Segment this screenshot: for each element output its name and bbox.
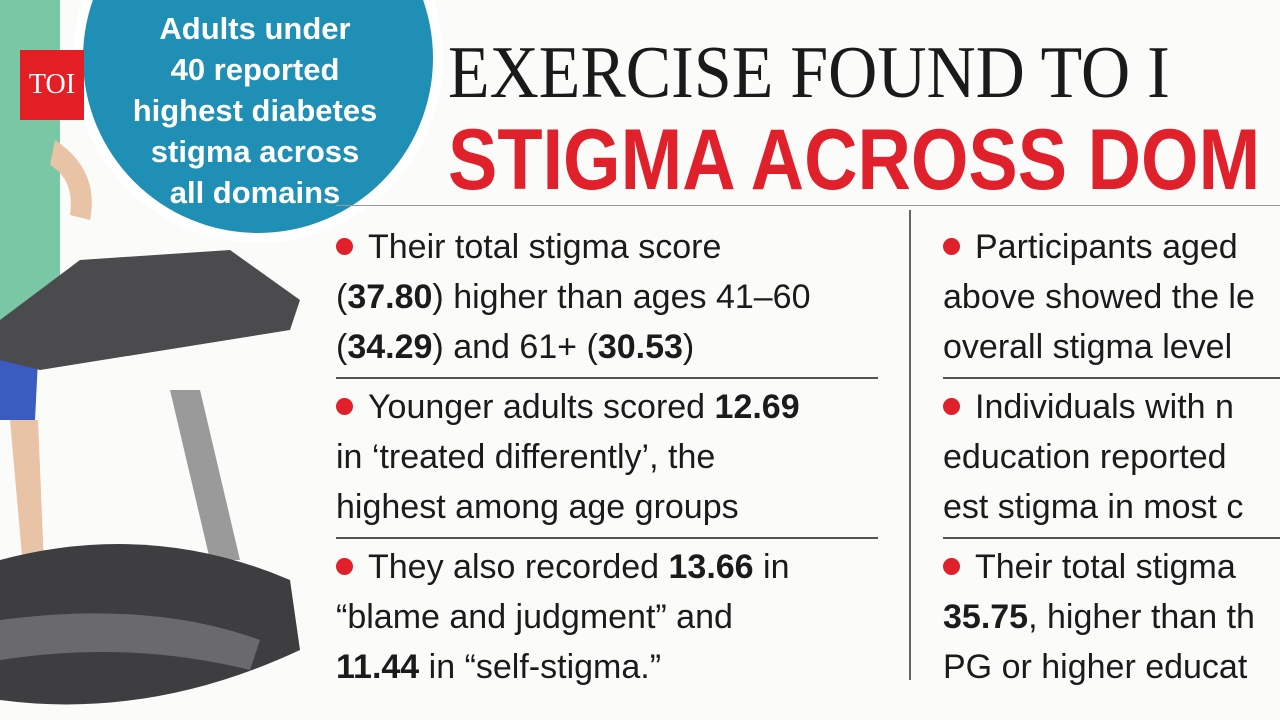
row-rule (943, 537, 1280, 539)
text: ) and 61+ ( (432, 328, 598, 366)
post (170, 390, 240, 560)
figure: 30.53 (597, 328, 683, 366)
illustration (0, 0, 443, 705)
bullet-line: highest among age groups (336, 482, 800, 532)
text: Their total stigma (975, 548, 1236, 586)
text: ) (682, 328, 695, 366)
bullet-line: Their total stigma score (336, 222, 811, 272)
figure: 12.69 (714, 388, 800, 426)
bullet: Participants aged above showed the le over… (943, 222, 1255, 372)
bubble-line: 40 reported (170, 52, 340, 87)
text: in “self-stigma.” (419, 648, 662, 686)
bullet: Younger adults scored 12.69 in ‘treated d… (336, 382, 800, 532)
bullet: Their total stigma 35.75, higher than th P… (943, 542, 1255, 692)
bullet-line: 35.75, higher than th (943, 592, 1255, 642)
bubble (83, 0, 433, 233)
bubble-line: stigma across (150, 134, 360, 169)
row-rule (336, 377, 878, 379)
text: Their total stigma score (368, 228, 722, 266)
text: ) higher than ages 41–60 (432, 278, 811, 316)
title-line-2: STIGMA ACROSS DOM (448, 112, 1261, 208)
figure: 37.80 (347, 278, 433, 316)
text: ( (336, 278, 348, 316)
text: overall stigma level (943, 328, 1233, 366)
bullet-dot (943, 398, 960, 415)
console (0, 250, 300, 370)
bubble-text: Adults under 40 reported highest diabetes s… (110, 8, 400, 213)
bullet-line: (34.29) and 61+ (30.53) (336, 322, 811, 372)
bullet-line: Younger adults scored 12.69 (336, 382, 800, 432)
bullet-line: Their total stigma (943, 542, 1255, 592)
bullet-line: Participants aged (943, 222, 1255, 272)
text: est stigma in most c (943, 488, 1244, 526)
leg (10, 420, 45, 590)
text: ( (336, 328, 348, 366)
arm (50, 140, 92, 220)
text: , higher than th (1028, 598, 1255, 636)
bullet-line: PG or higher educat (943, 642, 1255, 692)
belt (0, 613, 260, 670)
bullet-line: They also recorded 13.66 in (336, 542, 790, 592)
bullet-dot (943, 238, 960, 255)
figure: 35.75 (943, 598, 1029, 636)
title-line-1: EXERCISE FOUND TO I (448, 32, 1170, 114)
figure: 13.66 (668, 548, 754, 586)
title-rule (336, 205, 1280, 206)
row-rule (943, 377, 1280, 379)
bullet: Their total stigma score (37.80) higher t… (336, 222, 811, 372)
bullet-dot (336, 398, 353, 415)
bullet-line: (37.80) higher than ages 41–60 (336, 272, 811, 322)
text: above showed the le (943, 278, 1255, 316)
bullet: Individuals with n education reported est … (943, 382, 1243, 532)
text: They also recorded (368, 548, 669, 586)
bullet-line: Individuals with n (943, 382, 1243, 432)
bullet-dot (943, 558, 960, 575)
bullet-dot (336, 558, 353, 575)
bubble-line: all domains (169, 175, 341, 210)
bubble-line: highest diabetes (132, 93, 378, 128)
logo: TOI (20, 50, 84, 120)
bullet-line: est stigma in most c (943, 482, 1243, 532)
text: “blame and judgment” and (336, 598, 733, 636)
text: in (753, 548, 790, 586)
bullet-line: “blame and judgment” and (336, 592, 790, 642)
figure: 11.44 (336, 648, 420, 686)
text: Participants aged (975, 228, 1238, 266)
bullet: They also recorded 13.66 in “blame and ju… (336, 542, 790, 692)
bullet-line: overall stigma level (943, 322, 1255, 372)
bullet-line: education reported (943, 432, 1243, 482)
figure: 34.29 (347, 328, 433, 366)
bubble-line: Adults under (159, 11, 351, 46)
bullet-line: above showed the le (943, 272, 1255, 322)
text: education reported (943, 438, 1227, 476)
text: in ‘treated differently’, the (336, 438, 716, 476)
text: highest among age groups (336, 488, 739, 526)
column-divider (909, 210, 911, 680)
bullet-line: 11.44 in “self-stigma.” (336, 642, 790, 692)
row-rule (336, 537, 878, 539)
text: PG or higher educat (943, 648, 1248, 686)
bullet-dot (336, 238, 353, 255)
text: Individuals with n (975, 388, 1234, 426)
bullet-line: in ‘treated differently’, the (336, 432, 800, 482)
text: Younger adults scored (368, 388, 715, 426)
